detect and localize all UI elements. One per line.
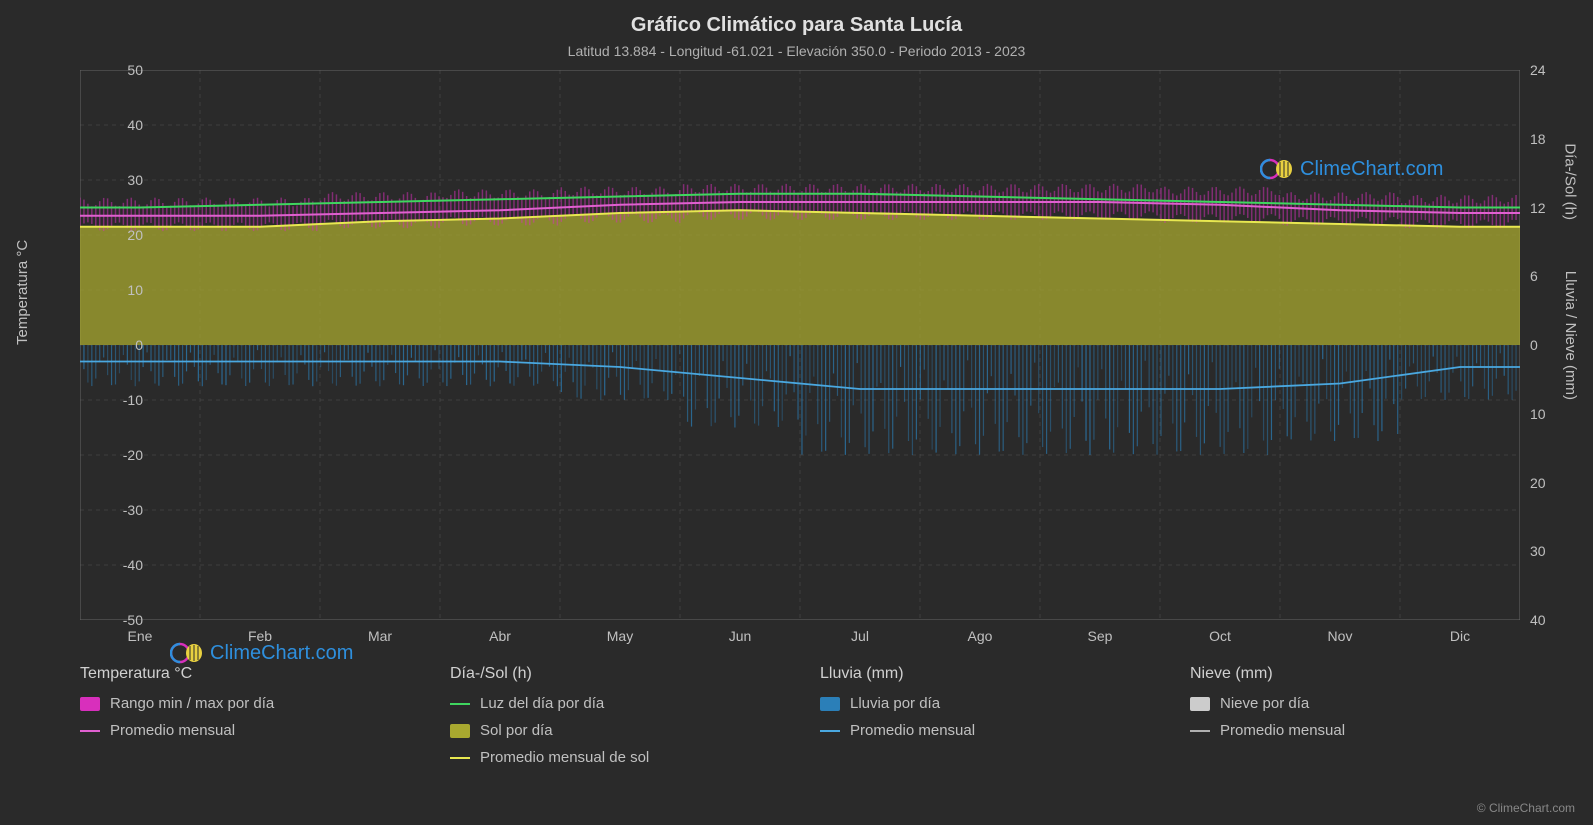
legend-swatch — [450, 724, 470, 738]
tick-month: Sep — [1088, 628, 1113, 644]
legend-header: Temperatura °C — [80, 665, 410, 683]
legend-swatch — [820, 730, 840, 732]
tick-right-bottom: 40 — [1530, 612, 1546, 628]
legend-item: Promedio mensual de sol — [450, 749, 780, 766]
tick-left: -50 — [123, 612, 143, 628]
tick-month: Mar — [368, 628, 392, 644]
legend-column: Día-/Sol (h) Luz del día por día Sol por d… — [450, 665, 780, 776]
brand-icon — [170, 640, 204, 666]
tick-month: May — [607, 628, 633, 644]
legend-label: Luz del día por día — [480, 695, 604, 712]
tick-month: Oct — [1209, 628, 1231, 644]
legend-item: Lluvia por día — [820, 695, 1150, 712]
tick-left: 20 — [127, 227, 143, 243]
legend-swatch — [820, 697, 840, 711]
y-axis-right-top-label: Día-/Sol (h) — [1562, 143, 1579, 220]
legend-label: Nieve por día — [1220, 695, 1309, 712]
legend-swatch — [450, 703, 470, 705]
legend-item: Nieve por día — [1190, 695, 1520, 712]
tick-right-bottom: 10 — [1530, 406, 1546, 422]
legend-header: Día-/Sol (h) — [450, 665, 780, 683]
legend-label: Sol por día — [480, 722, 553, 739]
tick-month: Ago — [968, 628, 993, 644]
brand-text: ClimeChart.com — [210, 642, 353, 665]
tick-right-bottom: 30 — [1530, 543, 1546, 559]
tick-month: Dic — [1450, 628, 1470, 644]
tick-right-bottom: 20 — [1530, 475, 1546, 491]
legend: Temperatura °C Rango min / max por día Pro… — [80, 665, 1520, 776]
tick-month: Nov — [1328, 628, 1353, 644]
tick-left: -20 — [123, 447, 143, 463]
tick-left: 40 — [127, 117, 143, 133]
legend-header: Lluvia (mm) — [820, 665, 1150, 683]
legend-label: Promedio mensual — [1220, 722, 1345, 739]
legend-swatch — [450, 757, 470, 759]
tick-right-top: 24 — [1530, 62, 1546, 78]
tick-right-top: 12 — [1530, 200, 1546, 216]
chart-title: Gráfico Climático para Santa Lucía — [0, 0, 1593, 37]
plot-area — [80, 70, 1520, 620]
tick-month: Abr — [489, 628, 511, 644]
tick-left: -40 — [123, 557, 143, 573]
tick-left: 50 — [127, 62, 143, 78]
brand-icon — [1260, 156, 1294, 182]
legend-item: Sol por día — [450, 722, 780, 739]
tick-left: 0 — [135, 337, 143, 353]
legend-item: Promedio mensual — [80, 722, 410, 739]
tick-left: -30 — [123, 502, 143, 518]
legend-label: Promedio mensual — [110, 722, 235, 739]
legend-swatch — [1190, 697, 1210, 711]
tick-left: -10 — [123, 392, 143, 408]
y-axis-left-label: Temperatura °C — [14, 240, 31, 345]
legend-label: Rango min / max por día — [110, 695, 274, 712]
tick-month: Jun — [729, 628, 752, 644]
legend-item: Rango min / max por día — [80, 695, 410, 712]
legend-label: Lluvia por día — [850, 695, 940, 712]
legend-item: Luz del día por día — [450, 695, 780, 712]
tick-right-top: 0 — [1530, 337, 1538, 353]
legend-swatch — [80, 697, 100, 711]
legend-swatch — [1190, 730, 1210, 732]
watermark: ClimeChart.com — [170, 640, 353, 666]
legend-item: Promedio mensual — [1190, 722, 1520, 739]
y-axis-right-bottom-label: Lluvia / Nieve (mm) — [1562, 271, 1579, 400]
watermark: ClimeChart.com — [1260, 156, 1443, 182]
tick-month: Ene — [128, 628, 153, 644]
tick-left: 10 — [127, 282, 143, 298]
legend-label: Promedio mensual — [850, 722, 975, 739]
tick-right-top: 6 — [1530, 268, 1538, 284]
legend-label: Promedio mensual de sol — [480, 749, 649, 766]
legend-swatch — [80, 730, 100, 732]
legend-column: Nieve (mm) Nieve por día Promedio mensual — [1190, 665, 1520, 776]
legend-item: Promedio mensual — [820, 722, 1150, 739]
plot-svg — [80, 70, 1520, 620]
climate-chart: Gráfico Climático para Santa Lucía Latit… — [0, 0, 1593, 825]
copyright: © ClimeChart.com — [1477, 801, 1575, 815]
brand-text: ClimeChart.com — [1300, 158, 1443, 181]
tick-month: Jul — [851, 628, 869, 644]
chart-subtitle: Latitud 13.884 - Longitud -61.021 - Elev… — [0, 37, 1593, 59]
legend-column: Lluvia (mm) Lluvia por día Promedio mensua… — [820, 665, 1150, 776]
tick-right-top: 18 — [1530, 131, 1546, 147]
tick-left: 30 — [127, 172, 143, 188]
legend-header: Nieve (mm) — [1190, 665, 1520, 683]
legend-column: Temperatura °C Rango min / max por día Pro… — [80, 665, 410, 776]
